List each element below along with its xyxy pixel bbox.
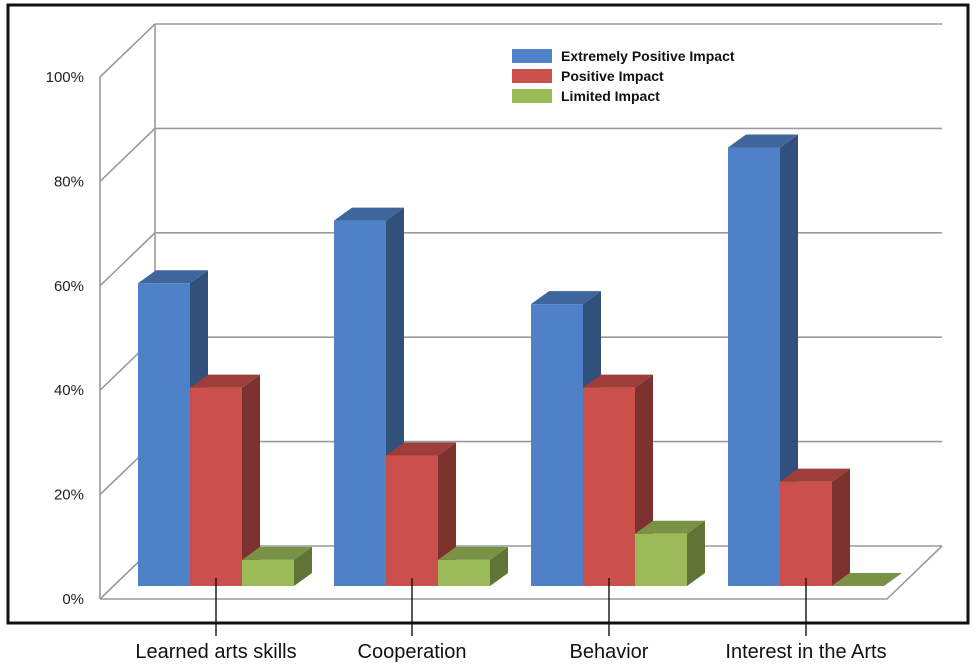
bar [635, 520, 705, 586]
bar-top [531, 291, 601, 305]
bar-front [438, 559, 490, 586]
bar-front [780, 481, 832, 586]
y-tick-label: 40% [54, 382, 84, 399]
category-labels: Learned arts skills Cooperation Behavior In… [135, 578, 887, 663]
gridline-diagonal [99, 127, 156, 182]
bar-front [583, 387, 635, 586]
legend-item: Limited Impact [512, 88, 660, 104]
bar-front [531, 304, 583, 586]
bar [728, 134, 798, 586]
bar-top [138, 270, 208, 284]
legend-label: Limited Impact [561, 88, 660, 104]
bar-side [438, 442, 456, 586]
bar-front [386, 455, 438, 586]
legend-swatch [512, 89, 552, 103]
bar-front [334, 220, 386, 586]
legend-label: Extremely Positive Impact [561, 48, 735, 64]
bar-front [242, 559, 294, 586]
bar [386, 442, 456, 586]
bar-side [242, 374, 260, 586]
bar-front [728, 147, 780, 586]
bar [438, 546, 508, 586]
floor-edge [100, 545, 943, 600]
y-axis-ticks: 0% 20% 40% 60% 80% 100% [46, 69, 84, 608]
bar-front [138, 283, 190, 586]
bar [583, 374, 653, 586]
bar [780, 468, 850, 586]
legend-swatch [512, 69, 552, 83]
legend-item: Positive Impact [512, 68, 664, 84]
y-tick-label: 60% [54, 278, 84, 295]
category-label: Interest in the Arts [725, 641, 886, 663]
bar-top [242, 546, 312, 560]
bar-side [294, 546, 312, 586]
legend-label: Positive Impact [561, 68, 664, 84]
y-tick-label: 100% [46, 69, 84, 86]
legend-swatch [512, 49, 552, 63]
bar [190, 374, 260, 586]
bar [832, 573, 902, 586]
gridline-diagonal [99, 232, 156, 287]
bar-top [780, 468, 850, 482]
bar-front [635, 533, 687, 586]
y-tick-label: 80% [54, 173, 84, 190]
bar [242, 546, 312, 586]
bar-top [334, 207, 404, 221]
bar-side [490, 546, 508, 586]
bar-side [832, 468, 850, 586]
category-label: Learned arts skills [135, 641, 296, 663]
bar-top [728, 134, 798, 148]
bars [138, 134, 902, 586]
bar-front [190, 387, 242, 586]
legend-item: Extremely Positive Impact [512, 48, 735, 64]
bar-top [190, 374, 260, 388]
bar-top [832, 573, 902, 586]
bar-top [635, 520, 705, 534]
bar-side [687, 520, 705, 586]
bar-top [583, 374, 653, 388]
legend: Extremely Positive Impact Positive Impact… [512, 48, 735, 104]
category-label: Behavior [570, 641, 649, 663]
bar-top [386, 442, 456, 456]
gridline-diagonal [99, 23, 156, 78]
y-tick-label: 20% [54, 487, 84, 504]
category-label: Cooperation [358, 641, 467, 663]
bar-top [438, 546, 508, 560]
y-tick-label: 0% [62, 591, 84, 608]
